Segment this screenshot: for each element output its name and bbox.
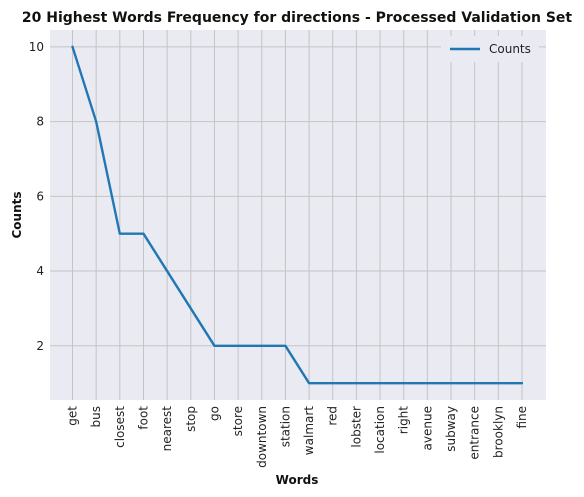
x-tick-label: closest xyxy=(113,406,127,448)
series-layer xyxy=(71,45,524,385)
y-axis-label: Counts xyxy=(10,191,24,238)
y-tick-label: 4 xyxy=(36,264,44,278)
legend-label: Counts xyxy=(489,42,531,56)
y-tick-label: 2 xyxy=(36,339,44,353)
y-tick-labels: 2 4 6 8 10 xyxy=(29,40,44,353)
series-line xyxy=(71,45,524,385)
x-tick-labels: get bus closest foot nearest stop go store downt… xyxy=(66,406,530,468)
x-tick-label: fine xyxy=(515,406,529,429)
x-tick-label: get xyxy=(66,406,80,426)
y-tick-label: 10 xyxy=(29,40,44,54)
x-tick-label: downtown xyxy=(255,406,269,468)
x-tick-label: brooklyn xyxy=(491,406,505,458)
x-tick-label: lobster xyxy=(349,406,363,448)
y-tick-label: 8 xyxy=(36,115,44,129)
x-tick-label: store xyxy=(231,406,245,436)
x-tick-label: subway xyxy=(444,406,458,452)
plot-area xyxy=(50,30,546,400)
chart-title: 20 Highest Words Frequency for direction… xyxy=(22,10,572,26)
x-tick-label: walmart xyxy=(302,406,316,455)
x-tick-label: stop xyxy=(184,406,198,432)
x-tick-label: avenue xyxy=(420,406,434,450)
x-tick-label: red xyxy=(326,406,340,426)
x-tick-label: nearest xyxy=(160,406,174,452)
x-tick-label: location xyxy=(373,406,387,454)
x-tick-label: right xyxy=(397,406,411,434)
x-tick-label: go xyxy=(207,406,221,421)
legend: Counts xyxy=(441,36,539,62)
x-tick-label: station xyxy=(278,406,292,447)
x-tick-label: bus xyxy=(89,406,103,427)
x-tick-label: entrance xyxy=(468,406,482,460)
x-tick-label: foot xyxy=(136,406,150,430)
grid xyxy=(50,30,546,400)
y-tick-label: 6 xyxy=(36,189,44,203)
x-axis-label: Words xyxy=(276,473,319,487)
